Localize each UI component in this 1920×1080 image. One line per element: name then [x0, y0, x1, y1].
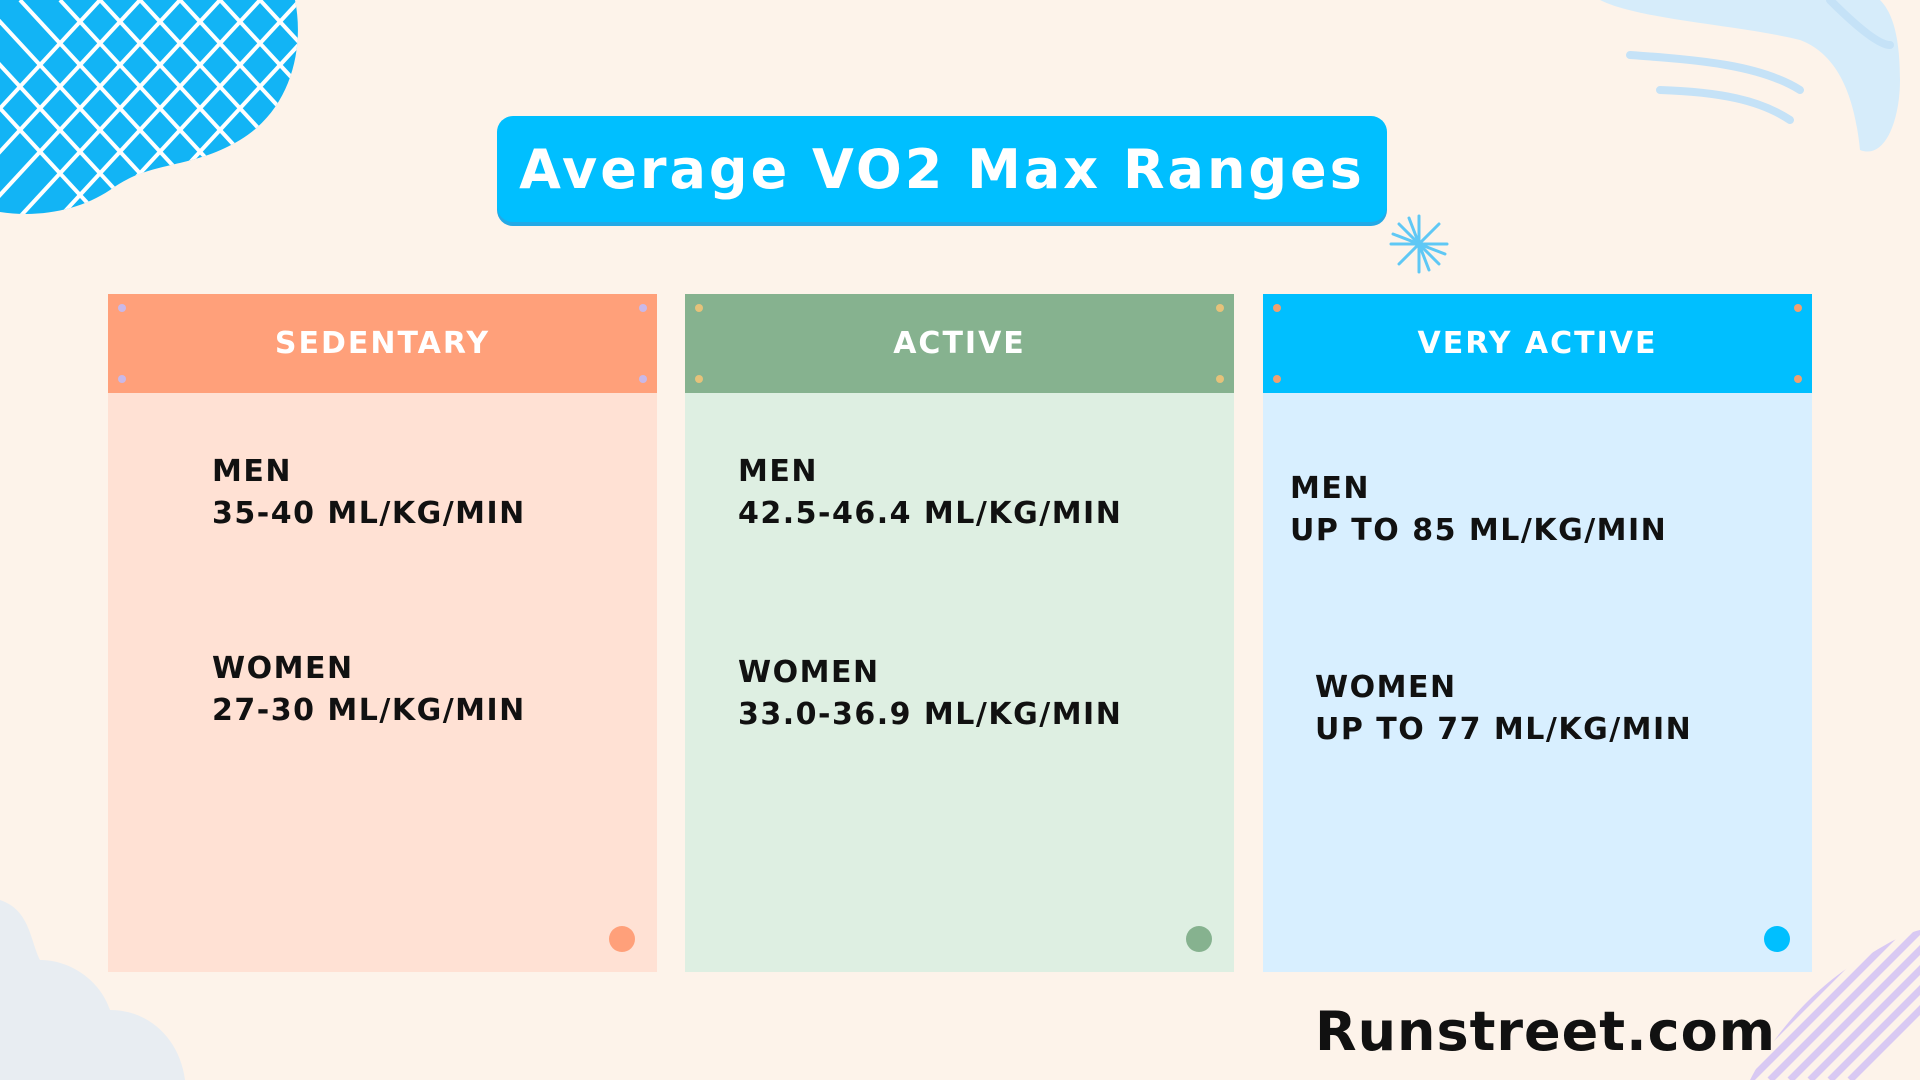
- men-entry: Men 42.5-46.4 ml/kg/min: [738, 451, 1122, 535]
- sparkle-icon: [1389, 214, 1449, 274]
- pin-dot-icon: [1216, 375, 1224, 383]
- card-body: Men 42.5-46.4 ml/kg/min Women 33.0-36.9 …: [685, 393, 1234, 972]
- card-body: Men 35-40 ml/kg/min Women 27-30 ml/kg/mi…: [108, 393, 657, 972]
- men-value: Up to 85 ml/kg/min: [1290, 513, 1668, 548]
- women-label: Women: [1315, 670, 1457, 705]
- pin-dot-icon: [1273, 304, 1281, 312]
- women-value: Up to 77 ml/kg/min: [1315, 712, 1693, 747]
- pin-dot-icon: [695, 375, 703, 383]
- card-sedentary: Sedentary Men 35-40 ml/kg/min Women 27-3…: [108, 294, 657, 972]
- pin-dot-icon: [1273, 375, 1281, 383]
- card-title: Very Active: [1417, 326, 1658, 361]
- grid-blob-icon: [0, 0, 298, 214]
- accent-dot-icon: [609, 926, 635, 952]
- women-value: 33.0-36.9 ml/kg/min: [738, 697, 1123, 732]
- men-label: Men: [212, 454, 292, 489]
- pin-dot-icon: [118, 304, 126, 312]
- men-entry: Men Up to 85 ml/kg/min: [1290, 468, 1667, 552]
- card-header: Very Active: [1263, 294, 1812, 393]
- men-label: Men: [738, 454, 818, 489]
- pin-dot-icon: [1794, 304, 1802, 312]
- pin-dot-icon: [639, 304, 647, 312]
- brand-link-text: Runstreet.com: [1315, 1000, 1777, 1063]
- card-header: Sedentary: [108, 294, 657, 393]
- men-label: Men: [1290, 471, 1370, 506]
- pin-dot-icon: [1216, 304, 1224, 312]
- men-value: 35-40 ml/kg/min: [212, 496, 526, 531]
- card-very-active: Very Active Men Up to 85 ml/kg/min Women…: [1263, 294, 1812, 972]
- card-title: Active: [893, 326, 1026, 361]
- pin-dot-icon: [695, 304, 703, 312]
- women-entry: Women Up to 77 ml/kg/min: [1315, 667, 1692, 751]
- cloud-blob-icon: [0, 900, 185, 1080]
- card-title: Sedentary: [274, 326, 491, 361]
- card-active: Active Men 42.5-46.4 ml/kg/min Women 33.…: [685, 294, 1234, 972]
- women-label: Women: [212, 651, 354, 686]
- men-entry: Men 35-40 ml/kg/min: [212, 451, 526, 535]
- card-header: Active: [685, 294, 1234, 393]
- women-value: 27-30 ml/kg/min: [212, 693, 526, 728]
- swirl-lines-icon: [1600, 0, 1900, 152]
- women-label: Women: [738, 655, 880, 690]
- page-title: Average VO2 Max Ranges: [519, 137, 1365, 201]
- women-entry: Women 33.0-36.9 ml/kg/min: [738, 652, 1122, 736]
- women-entry: Women 27-30 ml/kg/min: [212, 648, 526, 732]
- pin-dot-icon: [1794, 375, 1802, 383]
- pin-dot-icon: [118, 375, 126, 383]
- accent-dot-icon: [1186, 926, 1212, 952]
- title-banner: Average VO2 Max Ranges: [497, 116, 1387, 222]
- men-value: 42.5-46.4 ml/kg/min: [738, 496, 1123, 531]
- card-body: Men Up to 85 ml/kg/min Women Up to 77 ml…: [1263, 393, 1812, 972]
- accent-dot-icon: [1764, 926, 1790, 952]
- pin-dot-icon: [639, 375, 647, 383]
- diagonal-stripes-icon: [1750, 930, 1920, 1080]
